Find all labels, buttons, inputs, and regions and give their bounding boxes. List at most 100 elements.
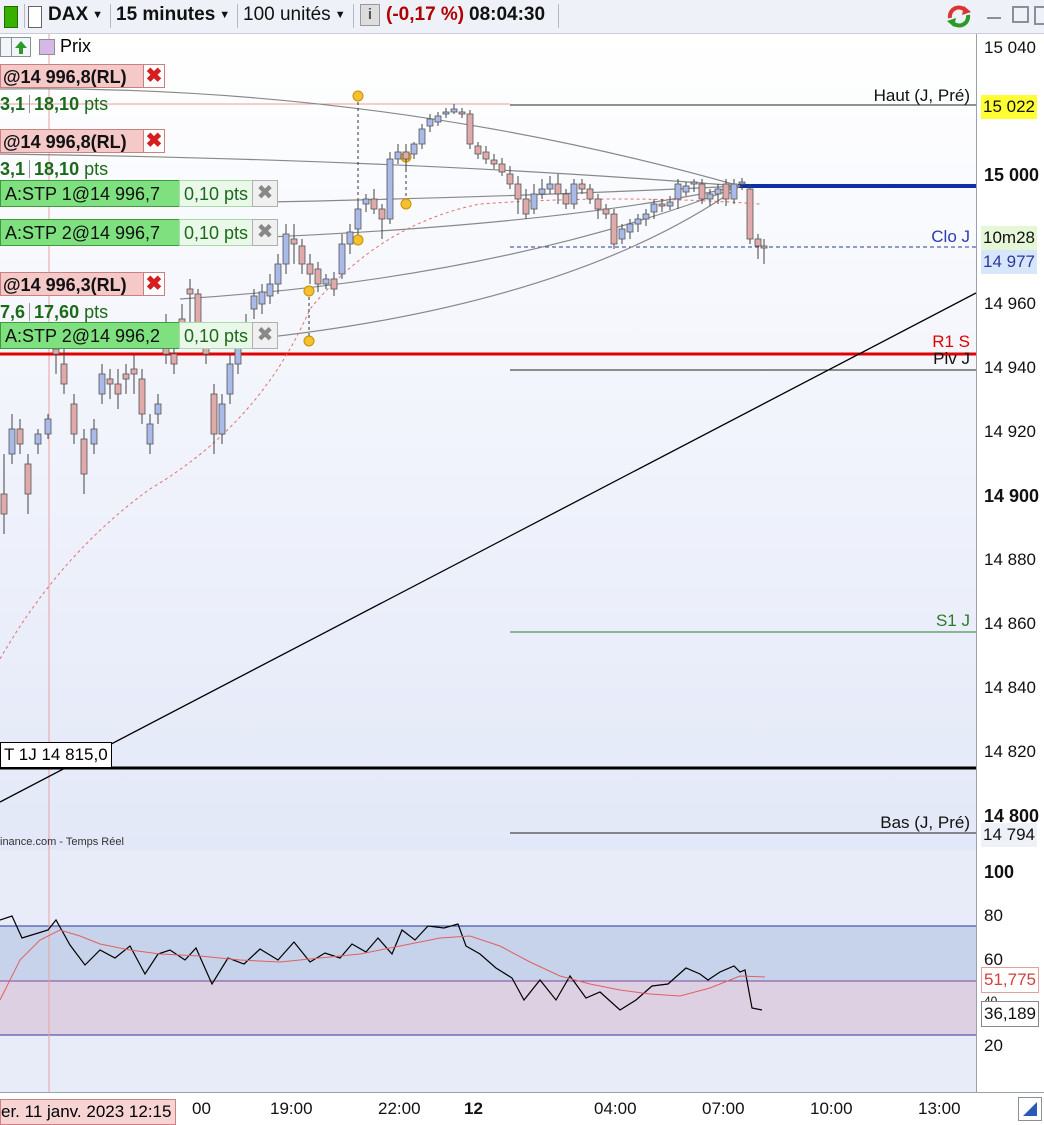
- osc-axis-tick: 80: [984, 906, 1003, 925]
- candle-body: [754, 238, 762, 247]
- candle-body: [80, 438, 88, 475]
- oscillator-value-tag: 36,189: [981, 1001, 1039, 1027]
- candle-body: [130, 368, 138, 375]
- limit-order-label[interactable]: @14 996,8(RL): [0, 129, 144, 153]
- candle-body: [290, 238, 298, 245]
- signal-value-tag: 51,775: [981, 967, 1039, 993]
- timeframe-selector[interactable]: 15 minutes ▼: [116, 4, 231, 25]
- refresh-icon[interactable]: [944, 2, 974, 30]
- limit-order-label[interactable]: @14 996,8(RL): [0, 64, 144, 88]
- close-level-label: Clo J: [931, 227, 970, 246]
- price-legend-label: Prix: [60, 36, 91, 56]
- candle-body: [650, 203, 658, 213]
- support-line-tag[interactable]: T 1J 14 815,0: [0, 742, 112, 768]
- cancel-stop-icon[interactable]: ✖: [252, 219, 278, 246]
- candle-body: [714, 188, 722, 195]
- cursor-date-label: er. 11 janv. 2023 12:15: [0, 1099, 177, 1125]
- candle-body: [306, 263, 314, 275]
- time-tick: 19:00: [270, 1099, 313, 1118]
- candle-body: [674, 183, 682, 200]
- minimize-icon[interactable]: [987, 17, 1001, 19]
- candle-body: [194, 293, 202, 325]
- price-color-icon: [39, 39, 55, 55]
- candle-body: [530, 193, 538, 210]
- cancel-order-icon[interactable]: ✖: [143, 129, 165, 153]
- stop-order-label[interactable]: A:STP 1@14 996,7: [0, 180, 180, 207]
- close-window-icon[interactable]: [1034, 6, 1044, 25]
- candle-body: [266, 283, 274, 297]
- candle-body: [386, 158, 394, 220]
- candle-body: [186, 288, 194, 295]
- candle-body: [610, 213, 618, 245]
- scale-icon[interactable]: [1018, 1097, 1042, 1121]
- stop-order-label[interactable]: A:STP 2@14 996,2: [0, 322, 180, 349]
- stop-pts: 0,10 pts: [179, 180, 253, 207]
- axis-tick: 14 820: [984, 742, 1036, 761]
- limit-order-label[interactable]: @14 996,3(RL): [0, 272, 144, 296]
- cancel-order-icon[interactable]: ✖: [143, 272, 165, 296]
- chart-toolbar: DAX ▼ 15 minutes ▼ 100 unités ▼ i (-0,17 %)…: [0, 0, 1044, 34]
- candle-body: [626, 223, 634, 233]
- upload-icon[interactable]: [11, 37, 31, 57]
- info-icon[interactable]: i: [360, 4, 380, 26]
- order-pts-row: 7,6 17,60 pts: [0, 302, 109, 322]
- cancel-order-icon[interactable]: ✖: [143, 64, 165, 88]
- candle-body: [426, 118, 434, 127]
- units-selector[interactable]: 100 unités ▼: [243, 4, 346, 25]
- candle-body: [394, 151, 402, 160]
- candle-body: [338, 243, 346, 275]
- candle-body: [738, 181, 746, 185]
- candle-body: [586, 188, 594, 200]
- candle-body: [154, 403, 162, 415]
- oscillator-drawing: [0, 850, 976, 1092]
- candle-body: [722, 183, 730, 200]
- candle-body: [274, 263, 282, 285]
- axis-tick: 14 880: [984, 550, 1036, 569]
- order-pts-row: 3,1 18,10 pts: [0, 159, 109, 179]
- candle-body: [362, 198, 370, 205]
- candle-body: [506, 173, 514, 185]
- low-price-tag: 14 794: [981, 823, 1037, 847]
- time-tick: 12: [464, 1099, 483, 1118]
- price-axis[interactable]: [976, 34, 1044, 1092]
- pivot-level-label: Piv J: [933, 349, 970, 368]
- candle-body: [60, 363, 68, 385]
- osc-axis-tick: 60: [984, 950, 1003, 969]
- close-price-tag: 14 977: [981, 250, 1037, 274]
- candle-body: [138, 378, 146, 415]
- candle-body: [482, 151, 490, 160]
- candle-body: [698, 183, 706, 200]
- link-icon[interactable]: [4, 6, 18, 28]
- time-tick: 07:00: [702, 1099, 745, 1118]
- candle-body: [122, 373, 130, 380]
- cancel-stop-icon[interactable]: ✖: [252, 180, 278, 207]
- high-price-tag: 15 022: [981, 95, 1037, 119]
- maximize-icon[interactable]: [1012, 6, 1029, 23]
- candle-body: [282, 233, 290, 265]
- instrument-selector[interactable]: DAX ▼: [48, 4, 104, 25]
- template-icon[interactable]: [28, 6, 42, 28]
- candle-body: [90, 428, 98, 445]
- candle-body: [578, 183, 586, 190]
- axis-tick: 14 900: [984, 486, 1040, 506]
- candle-body: [330, 278, 338, 290]
- r1-level-label: R1 S: [932, 332, 970, 351]
- candle-body: [442, 111, 450, 115]
- data-source: inance.com - Temps Réel: [0, 836, 124, 848]
- candle-body: [106, 378, 114, 385]
- candle-body: [170, 353, 178, 365]
- candle-body: [634, 218, 642, 225]
- change-percent: (-0,17 %): [386, 4, 465, 25]
- candle-body: [658, 203, 666, 207]
- time-tick: 04:00: [594, 1099, 637, 1118]
- candle-body: [98, 373, 106, 395]
- axis-tick: 15 040: [984, 38, 1036, 57]
- candle-body: [146, 423, 154, 445]
- candlestick-series: [0, 104, 768, 534]
- cancel-stop-icon[interactable]: ✖: [252, 322, 278, 349]
- candle-body: [570, 183, 578, 205]
- candle-body: [498, 163, 506, 173]
- candle-body: [458, 111, 466, 115]
- candle-body: [514, 183, 522, 200]
- stop-order-label[interactable]: A:STP 2@14 996,7: [0, 219, 180, 246]
